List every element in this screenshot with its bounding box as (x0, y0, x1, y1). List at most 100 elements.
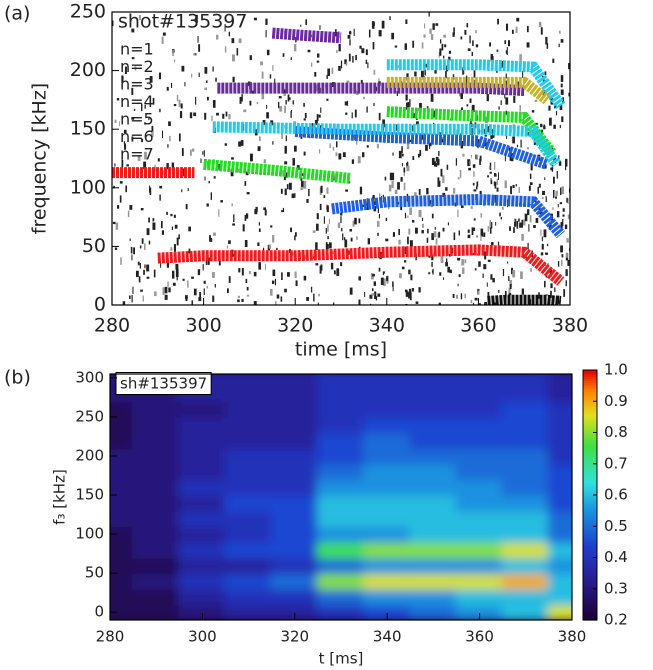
colorbar-step (583, 426, 597, 429)
heat-cell (409, 384, 458, 403)
speckle (469, 98, 472, 103)
speckle (172, 270, 175, 279)
speckle (382, 271, 385, 274)
heat-cell (501, 447, 550, 465)
speckle (457, 209, 459, 218)
colorbar-step (583, 540, 597, 544)
speckle (274, 78, 276, 84)
speckle (542, 78, 545, 84)
speckle (373, 281, 376, 286)
speckle (385, 217, 388, 222)
speckle (365, 49, 368, 56)
speckle (509, 284, 512, 290)
speckle (398, 150, 402, 159)
speckle (497, 241, 500, 247)
speckle (178, 133, 181, 142)
speckle (164, 294, 168, 300)
speckle (550, 167, 554, 171)
y-tick-label: 100 (75, 525, 104, 543)
colorbar-step (583, 547, 597, 550)
speckle (527, 209, 530, 216)
colorbar-step (583, 563, 597, 567)
heat-cell (501, 556, 550, 575)
speckle (131, 136, 134, 142)
x-tick-label: 360 (465, 628, 494, 646)
speckle (449, 269, 452, 274)
heat-cell (110, 603, 135, 620)
speckle (537, 186, 539, 194)
speckle (191, 276, 194, 279)
speckle (479, 158, 481, 165)
speckle (204, 176, 206, 181)
speckle (326, 74, 328, 79)
speckle (526, 42, 530, 48)
speckle (173, 214, 176, 218)
speckle (527, 242, 529, 250)
colorbar-step (583, 567, 597, 571)
speckle (555, 190, 558, 196)
speckle (113, 185, 116, 189)
speckle (534, 99, 538, 102)
heat-cell (270, 447, 319, 465)
speckle (306, 297, 309, 301)
speckle (344, 237, 346, 241)
speckle (392, 284, 394, 292)
speckle (215, 77, 217, 82)
speckle (211, 115, 213, 122)
speckle (331, 67, 334, 74)
speckle (360, 79, 363, 84)
heat-cell (178, 587, 227, 606)
speckle (187, 188, 189, 192)
speckle (303, 118, 306, 121)
speckle (185, 203, 188, 210)
heat-cell (455, 447, 504, 465)
legend-entry: n=7 (120, 145, 154, 164)
speckle (547, 243, 549, 247)
speckle (557, 203, 559, 208)
speckle (218, 163, 221, 171)
speckle (127, 210, 130, 218)
speckle (284, 105, 286, 113)
speckle (555, 110, 558, 116)
heat-cell (110, 572, 135, 590)
heat-cell (316, 509, 366, 528)
heat-cell (363, 447, 412, 465)
speckle (431, 213, 434, 219)
speckle (344, 101, 348, 106)
heat-cell (501, 384, 550, 403)
speckle (195, 14, 198, 23)
speckle (546, 43, 549, 49)
speckle (284, 161, 288, 165)
colorbar-step (583, 486, 597, 490)
speckle (185, 295, 188, 302)
colorbar-step (583, 613, 597, 617)
speckle (558, 43, 560, 48)
speckle (483, 232, 486, 237)
speckle (496, 49, 499, 52)
speckle (140, 208, 144, 211)
speckle (290, 109, 292, 113)
colorbar-step (583, 584, 597, 588)
speckle (516, 220, 519, 229)
speckle (403, 170, 405, 177)
colorbar-step (583, 617, 597, 621)
speckle (308, 189, 310, 197)
colorbar-step (583, 503, 597, 507)
speckle (490, 135, 493, 140)
y-tick-label: 200 (75, 447, 104, 465)
speckle (206, 160, 209, 169)
speckle (340, 60, 343, 69)
colorbar-step (583, 611, 597, 615)
speckle (349, 287, 353, 295)
speckle (505, 23, 509, 31)
speckle (401, 266, 405, 270)
speckle (538, 21, 542, 28)
colorbar-step (583, 463, 597, 467)
speckle (124, 143, 127, 150)
speckle (494, 302, 497, 305)
speckle (480, 213, 482, 218)
speckle (496, 187, 499, 192)
colorbar-step (583, 497, 597, 500)
speckle (294, 271, 297, 279)
speckle (549, 117, 552, 126)
